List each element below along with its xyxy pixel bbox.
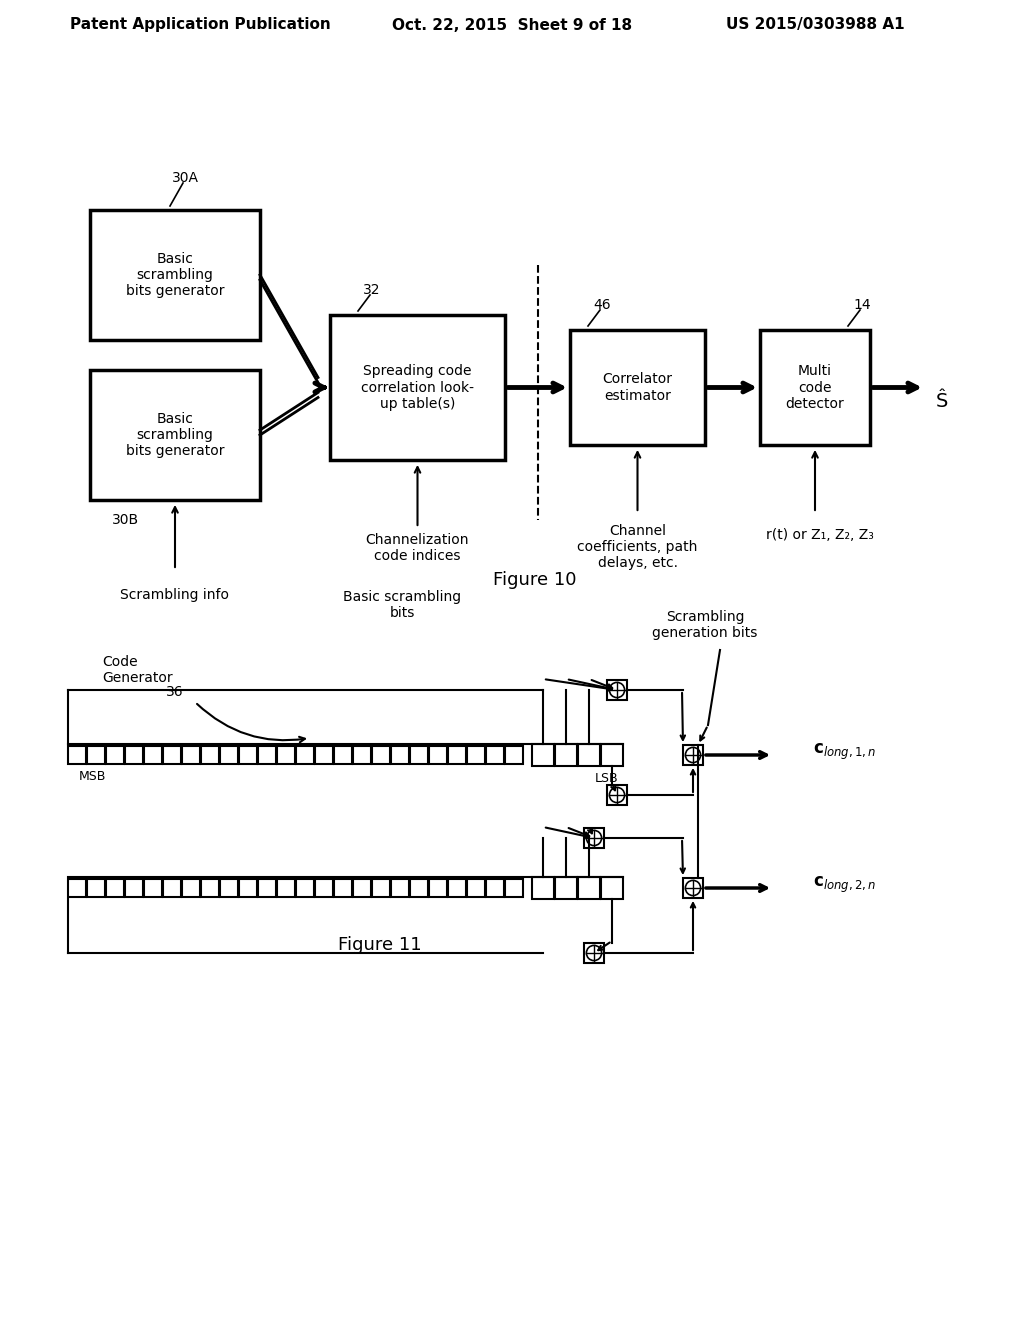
Bar — [125, 879, 143, 898]
Bar — [505, 879, 523, 898]
Bar — [505, 746, 523, 764]
Bar — [607, 680, 627, 700]
Bar — [330, 315, 505, 459]
Bar — [353, 746, 371, 764]
Bar — [391, 879, 409, 898]
Bar — [87, 879, 105, 898]
Bar — [334, 879, 352, 898]
Bar — [68, 879, 86, 898]
Bar — [570, 330, 705, 445]
Text: Basic
scrambling
bits generator: Basic scrambling bits generator — [126, 412, 224, 458]
Bar — [555, 876, 577, 899]
Bar — [334, 746, 352, 764]
Text: Scrambling info: Scrambling info — [121, 587, 229, 602]
Bar — [449, 746, 466, 764]
Text: 30A: 30A — [171, 172, 199, 185]
Bar — [578, 876, 600, 899]
Bar — [429, 879, 447, 898]
Bar — [220, 746, 238, 764]
Text: Scrambling
generation bits: Scrambling generation bits — [652, 610, 758, 640]
Bar — [449, 879, 466, 898]
Bar — [601, 744, 623, 766]
Text: 36: 36 — [166, 685, 184, 700]
Text: 14: 14 — [853, 298, 870, 312]
Bar — [201, 746, 219, 764]
Bar — [315, 746, 333, 764]
Bar — [220, 879, 238, 898]
Bar — [683, 744, 703, 766]
Bar — [296, 879, 314, 898]
Bar — [182, 879, 200, 898]
Bar — [90, 370, 260, 500]
Bar — [584, 828, 604, 847]
Text: r(t) or Z₁, Z₂, Z₃: r(t) or Z₁, Z₂, Z₃ — [766, 528, 873, 543]
Bar — [87, 746, 105, 764]
Bar — [607, 785, 627, 805]
Bar — [486, 746, 504, 764]
Bar — [163, 879, 181, 898]
Text: Basic scrambling
bits: Basic scrambling bits — [343, 590, 462, 620]
Text: $\mathbf{c}_{long,2,n}$: $\mathbf{c}_{long,2,n}$ — [813, 875, 877, 895]
Text: 30B: 30B — [112, 513, 139, 527]
Bar — [201, 879, 219, 898]
Bar — [578, 744, 600, 766]
Bar — [760, 330, 870, 445]
Bar — [106, 746, 124, 764]
Bar — [372, 746, 390, 764]
Bar — [391, 746, 409, 764]
Bar — [90, 210, 260, 341]
Bar — [372, 879, 390, 898]
Bar — [144, 879, 162, 898]
Text: Channel
coefficients, path
delays, etc.: Channel coefficients, path delays, etc. — [578, 524, 697, 570]
FancyArrowPatch shape — [197, 704, 305, 742]
Bar — [68, 746, 86, 764]
Bar — [683, 878, 703, 898]
Bar — [532, 744, 554, 766]
Bar — [106, 879, 124, 898]
Text: $\mathbf{c}_{long,1,n}$: $\mathbf{c}_{long,1,n}$ — [813, 742, 877, 762]
Bar — [429, 746, 447, 764]
Bar — [467, 879, 485, 898]
Bar — [486, 879, 504, 898]
Text: MSB: MSB — [79, 770, 106, 783]
Text: Correlator
estimator: Correlator estimator — [602, 372, 673, 403]
Text: Figure 10: Figure 10 — [494, 572, 577, 589]
Bar — [315, 879, 333, 898]
Text: Multi
code
detector: Multi code detector — [785, 364, 845, 411]
Bar — [296, 746, 314, 764]
Bar — [258, 746, 276, 764]
Bar — [163, 746, 181, 764]
Bar — [584, 942, 604, 964]
Text: Spreading code
correlation look-
up table(s): Spreading code correlation look- up tabl… — [361, 364, 474, 411]
Bar — [239, 879, 257, 898]
Text: 46: 46 — [593, 298, 610, 312]
Bar — [182, 746, 200, 764]
Bar — [353, 879, 371, 898]
Bar — [278, 746, 295, 764]
Bar — [239, 746, 257, 764]
Bar — [125, 746, 143, 764]
Bar — [532, 876, 554, 899]
Text: LSB: LSB — [595, 771, 618, 784]
Bar — [410, 879, 428, 898]
Text: Code
Generator: Code Generator — [102, 655, 173, 685]
Bar — [144, 746, 162, 764]
Text: Oct. 22, 2015  Sheet 9 of 18: Oct. 22, 2015 Sheet 9 of 18 — [392, 17, 632, 33]
Bar — [258, 879, 276, 898]
Text: Patent Application Publication: Patent Application Publication — [70, 17, 331, 33]
Bar — [410, 746, 428, 764]
Bar — [601, 876, 623, 899]
Text: 32: 32 — [364, 282, 381, 297]
Text: Basic
scrambling
bits generator: Basic scrambling bits generator — [126, 252, 224, 298]
Text: Figure 11: Figure 11 — [338, 936, 422, 954]
Bar — [467, 746, 485, 764]
Bar — [278, 879, 295, 898]
Bar — [555, 744, 577, 766]
Text: Ŝ: Ŝ — [936, 392, 948, 411]
Text: Channelization
code indices: Channelization code indices — [366, 533, 469, 564]
Text: US 2015/0303988 A1: US 2015/0303988 A1 — [726, 17, 904, 33]
